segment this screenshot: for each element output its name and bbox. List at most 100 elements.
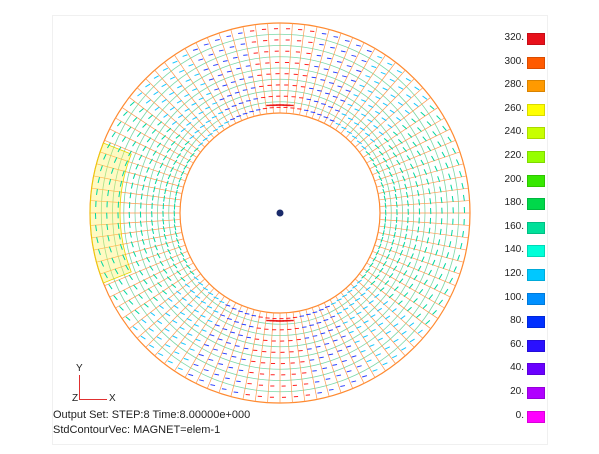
vector-arrow — [142, 145, 147, 152]
vector-arrow — [186, 158, 191, 164]
mesh-spoke — [317, 37, 354, 121]
vector-arrow — [200, 300, 207, 304]
vector-arrow — [390, 94, 396, 98]
vector-arrow — [153, 75, 159, 79]
mesh-spoke — [184, 299, 231, 378]
vector-arrow — [189, 152, 195, 158]
vector-arrow — [360, 349, 366, 353]
vector-arrow — [193, 309, 199, 313]
vector-arrow — [175, 134, 181, 139]
vector-arrow — [324, 305, 330, 309]
legend-label: 200. — [504, 173, 524, 185]
vector-arrow — [162, 226, 166, 233]
vector-arrow — [170, 166, 174, 173]
vector-arrow — [413, 274, 418, 281]
vector-arrow — [399, 167, 404, 174]
vector-arrow — [178, 176, 182, 183]
vector-arrow — [425, 320, 431, 325]
vector-arrow — [228, 366, 234, 369]
vector-arrow — [121, 170, 125, 177]
vector-arrow — [328, 353, 334, 356]
vector-arrow — [126, 126, 132, 132]
vector-arrow — [432, 131, 437, 137]
vector-arrow — [129, 101, 135, 106]
vector-arrow — [449, 277, 453, 284]
vector-arrow — [185, 264, 191, 270]
vector-arrow — [391, 239, 395, 246]
vector-arrow — [415, 235, 418, 242]
vector-arrow — [172, 263, 178, 269]
vector-arrow — [355, 44, 361, 47]
vector-arrow — [172, 60, 178, 64]
vector-arrow — [325, 92, 330, 95]
vector-arrow — [408, 283, 414, 289]
vector-arrow — [361, 113, 367, 117]
legend-label: 300. — [504, 55, 524, 67]
vector-arrow — [151, 194, 154, 201]
vector-arrow — [422, 95, 428, 100]
vector-arrow — [210, 384, 216, 387]
mesh-spoke — [254, 312, 268, 402]
vector-arrow — [349, 316, 355, 320]
vector-arrow — [203, 43, 209, 46]
vector-arrow — [150, 311, 156, 317]
vector-arrow — [200, 314, 206, 318]
vector-arrow — [402, 146, 408, 153]
mesh-spoke — [121, 107, 198, 158]
vector-arrow — [148, 327, 154, 332]
legend-swatch — [527, 56, 545, 69]
vector-arrow — [132, 117, 138, 122]
vector-arrow — [205, 119, 211, 124]
vector-arrow — [393, 286, 399, 292]
vector-arrow — [462, 194, 465, 201]
mesh-spoke — [129, 97, 201, 153]
vector-arrow — [397, 300, 403, 305]
vector-arrow — [159, 260, 164, 267]
vector-arrow — [340, 99, 346, 102]
mesh-spoke — [99, 151, 186, 182]
vector-arrow — [413, 244, 417, 251]
vector-arrow — [330, 46, 335, 49]
vector-arrow — [172, 335, 178, 339]
vector-arrow — [245, 99, 251, 102]
vector-arrow — [401, 347, 407, 351]
vector-arrow — [162, 67, 169, 71]
mesh-spoke — [164, 292, 220, 364]
vector-arrow — [394, 193, 398, 200]
vector-arrow — [365, 132, 371, 137]
vector-arrow — [177, 367, 183, 371]
vector-arrow — [409, 338, 415, 343]
vector-arrow — [417, 226, 420, 233]
legend-swatch — [527, 127, 545, 140]
vector-arrow — [413, 102, 419, 107]
legend-swatch — [527, 221, 545, 234]
mesh-spoke — [350, 283, 415, 348]
vector-arrow — [230, 117, 236, 121]
vector-arrow — [330, 315, 336, 318]
vector-arrow — [118, 279, 123, 285]
vector-arrow — [208, 291, 214, 296]
mesh-spoke — [323, 42, 365, 124]
vector-arrow — [415, 181, 419, 188]
mesh-spoke — [267, 23, 274, 114]
triad-x-axis — [80, 399, 107, 400]
mesh-spoke — [345, 69, 406, 139]
vector-arrow — [366, 49, 372, 53]
vector-arrow — [248, 76, 253, 78]
mesh-spoke — [340, 62, 396, 134]
vector-arrow — [202, 287, 209, 291]
vector-arrow — [245, 65, 251, 67]
mesh-spoke — [104, 250, 188, 287]
vector-arrow — [236, 67, 241, 70]
vector-arrow — [328, 82, 334, 84]
vector-arrow — [328, 329, 333, 332]
vector-arrow — [130, 182, 134, 189]
vector-arrow — [402, 175, 406, 182]
vector-arrow — [335, 122, 341, 126]
vector-arrow — [192, 116, 198, 120]
vector-arrow — [336, 374, 342, 377]
vector-arrow — [138, 108, 144, 113]
vector-arrow — [341, 126, 347, 130]
